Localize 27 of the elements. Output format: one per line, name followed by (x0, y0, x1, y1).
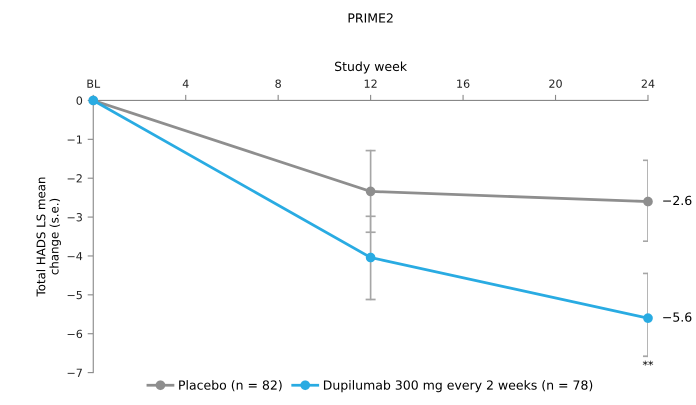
x-tick-label: 20 (549, 79, 562, 88)
y-tick-label: −7 (68, 368, 82, 377)
y-tick-label: −3 (68, 213, 82, 222)
annotation: ** (642, 360, 654, 366)
x-tick-label: 24 (642, 79, 654, 88)
data-label: −2.6 (663, 196, 692, 206)
chart-title: PRIME2 (348, 13, 393, 23)
x-tick-label: 4 (182, 80, 189, 88)
x-tick-label: 16 (457, 79, 470, 88)
y-tick-label: 0 (76, 96, 82, 105)
x-tick-label: BL (87, 80, 100, 88)
point (643, 196, 653, 206)
point (366, 186, 376, 196)
x-tick-label: 8 (275, 79, 281, 88)
point (366, 252, 376, 262)
legend-label: Dupilumab 300 mg every 2 weeks (n = 78) (324, 380, 592, 392)
data-label: −5.6 (663, 312, 692, 322)
x-tick-label: 12 (364, 79, 377, 88)
y-tick-label: −6 (68, 330, 82, 338)
y-tick-label: −5 (68, 290, 82, 300)
point (643, 313, 653, 324)
y-tick-label: −2 (68, 174, 82, 182)
x-axis-title: Study week (334, 61, 408, 74)
y-tick-label: −1 (68, 135, 82, 144)
y-tick-label: −4 (68, 252, 82, 260)
y-axis-title: Total HADS LS mean change (s.e.) (36, 178, 61, 297)
legend-label: Placebo (n = 82) (179, 380, 282, 392)
